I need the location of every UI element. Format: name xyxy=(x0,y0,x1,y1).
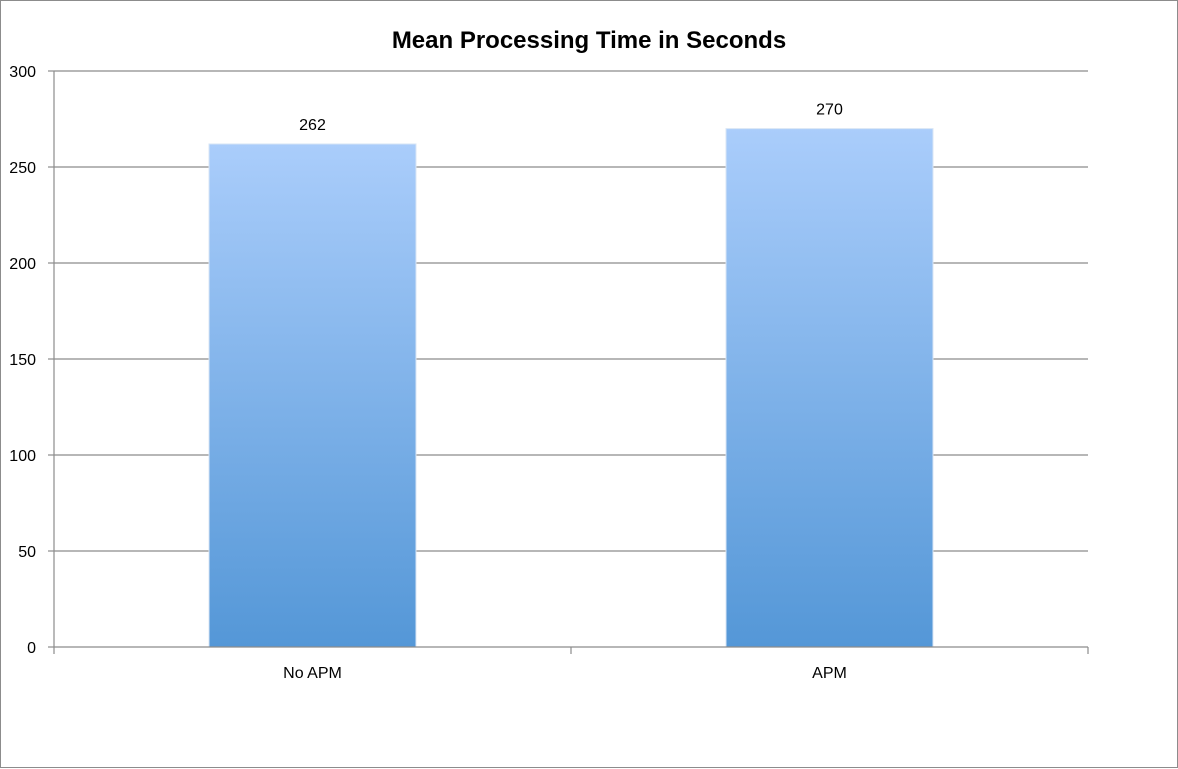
y-axis-ticks: 0 50 100 150 200 250 300 xyxy=(9,64,54,657)
y-tick-label: 100 xyxy=(9,448,36,465)
y-tick-label: 0 xyxy=(27,640,36,657)
bar-data-label: 270 xyxy=(816,102,843,119)
bar xyxy=(725,128,934,648)
y-tick-label: 250 xyxy=(9,160,36,177)
bar xyxy=(208,143,417,648)
y-tick-label: 150 xyxy=(9,352,36,369)
y-tick-label: 50 xyxy=(18,544,36,561)
x-tick-label: APM xyxy=(812,665,847,682)
y-tick-label: 300 xyxy=(9,64,36,81)
y-tick-label: 200 xyxy=(9,256,36,273)
x-tick-label: No APM xyxy=(283,665,342,682)
bars: 262 270 xyxy=(208,102,934,648)
chart-title: Mean Processing Time in Seconds xyxy=(392,27,786,54)
bar-data-label: 262 xyxy=(299,117,326,134)
x-axis-ticks: No APM APM xyxy=(53,647,1089,682)
